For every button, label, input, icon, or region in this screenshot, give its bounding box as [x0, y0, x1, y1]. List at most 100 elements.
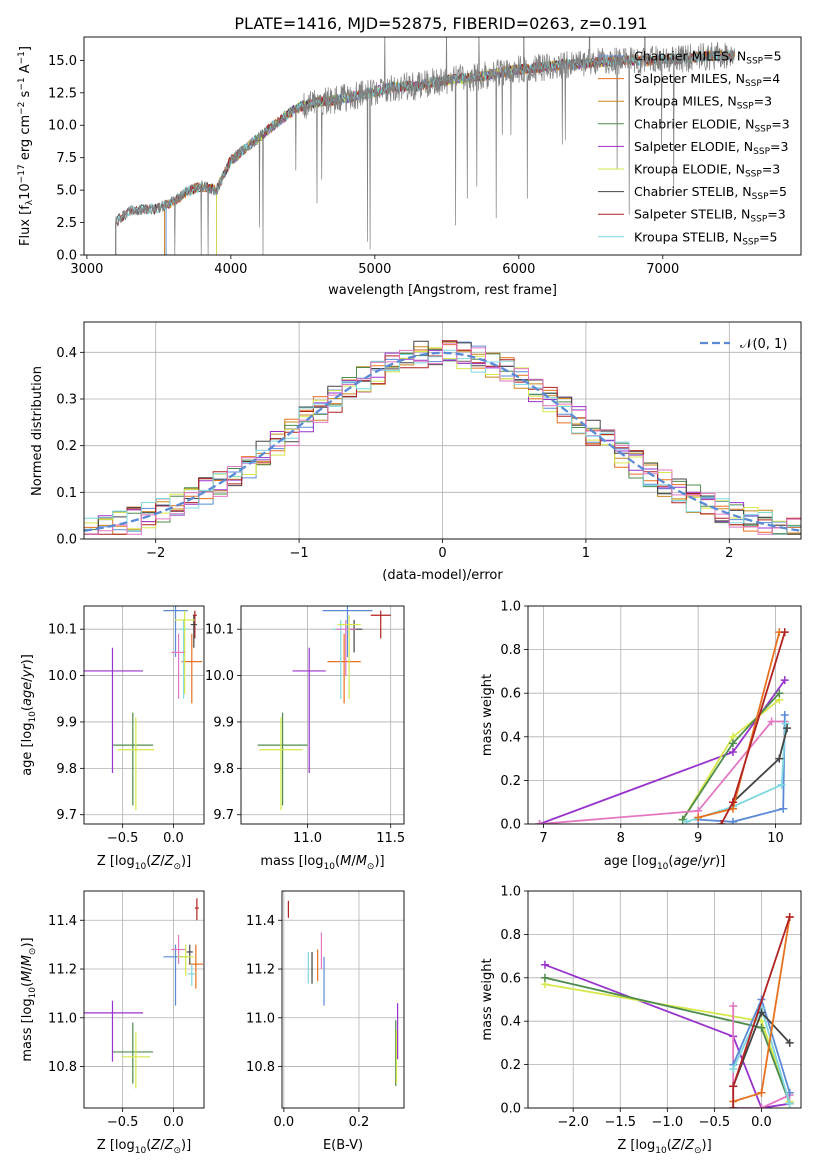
plot-area [115, 37, 736, 255]
weight-marker [682, 817, 691, 824]
y-axis-label: age [log10(age/yr)] [20, 654, 38, 776]
weight-marker [777, 780, 786, 789]
y-tick-label: 0.4 [500, 1015, 521, 1030]
x-tick-label: 0.0 [274, 1115, 295, 1130]
y-tick-label: 9.8 [213, 762, 234, 777]
figure-title: PLATE=1416, MJD=52875, FIBERID=0263, z=0… [234, 14, 647, 33]
y-tick-label: 0.8 [500, 643, 521, 658]
legend-entry: Kroupa STELIB, NSSP=5 [634, 229, 778, 247]
x-tick-label: 0.2 [349, 1115, 370, 1130]
weight-marker [757, 1104, 766, 1108]
y-tick-label: 11.2 [48, 963, 77, 978]
x-tick-label: −1 [290, 546, 309, 561]
y-tick-label: 10.1 [48, 623, 77, 638]
weight-marker [757, 1023, 766, 1032]
weight-marker [785, 913, 794, 922]
y-tick-label: 0.4 [500, 730, 521, 745]
plot-area [540, 913, 794, 1108]
legend-entry: Salpeter MILES, NSSP=4 [634, 71, 780, 89]
weight-marker [728, 748, 737, 757]
y-tick-label: 11.2 [246, 963, 275, 978]
weight-marker [728, 817, 737, 824]
legend-entry: Salpeter STELIB, NSSP=3 [634, 207, 786, 225]
y-tick-label: 0.3 [56, 393, 77, 408]
x-tick-label: 0.0 [163, 1115, 184, 1130]
x-axis-label: mass [log10(M/M⊙)] [260, 854, 384, 872]
plot-area [535, 628, 792, 824]
weight-marker [781, 719, 790, 728]
y-axis-label: mass weight [480, 958, 495, 1040]
x-tick-label: 10 [767, 831, 784, 846]
y-tick-label: 7.5 [56, 151, 77, 166]
x-tick-label: −0.5 [107, 831, 139, 846]
normal-curve [84, 351, 801, 532]
x-tick-label: 5000 [358, 262, 391, 277]
y-tick-label: 11.4 [246, 914, 275, 929]
axes-weight_vs_Z: −2.0 −1.5 −1.0 −0.5 0.0 0.0 0.2 0.4 0.6 0.8 1.0 Z [… [480, 885, 802, 1156]
weight-marker [729, 1104, 738, 1108]
y-tick-label: 0.0 [56, 249, 77, 264]
y-axis-label: Flux [fλ10−17 erg cm−2 s−1 A−1] [17, 46, 35, 246]
legend-entry: Chabrier MILES, NSSP=5 [634, 49, 782, 67]
plot-area [287, 900, 399, 1087]
weight-line [732, 1006, 791, 1108]
x-tick-label: −0.5 [107, 1115, 139, 1130]
y-tick-label: 10.1 [205, 623, 234, 638]
y-tick-label: 0.2 [500, 774, 521, 789]
x-tick-label: 11.0 [293, 831, 322, 846]
y-tick-label: 0.1 [56, 486, 77, 501]
x-tick-label: 3000 [70, 262, 103, 277]
x-tick-label: −1.5 [604, 1115, 636, 1130]
y-tick-label: 9.9 [56, 715, 77, 730]
y-tick-label: 10.8 [48, 1060, 77, 1075]
axes-age_vs_mass: 11.0 11.5 9.7 9.8 9.9 10.0 10.1 mass [log10(M/M… [205, 605, 405, 872]
weight-marker [729, 1064, 738, 1073]
y-tick-label: 0.0 [56, 533, 77, 548]
x-tick-label: 9 [694, 831, 702, 846]
y-tick-label: 9.9 [213, 715, 234, 730]
axes-frame [83, 321, 802, 540]
weight-marker [540, 973, 549, 982]
y-tick-label: 0.6 [500, 971, 521, 986]
weight-marker [779, 804, 788, 813]
x-tick-label: −0.5 [699, 1115, 731, 1130]
plot-area [257, 606, 391, 811]
x-tick-label: −2 [146, 546, 165, 561]
y-tick-label: 10.0 [48, 119, 77, 134]
weight-marker [717, 820, 726, 824]
y-tick-label: 0.6 [500, 687, 521, 702]
legend-entry: Chabrier STELIB, NSSP=5 [634, 184, 787, 202]
y-tick-label: 12.5 [48, 86, 77, 101]
axes-spectrum: 3000 4000 5000 6000 7000 0.0 2.5 5.0 7.5 10.0 12.5… [17, 36, 802, 298]
legend-entry: Salpeter ELODIE, NSSP=3 [634, 139, 788, 157]
weight-marker [785, 1099, 794, 1108]
axes-mass_vs_Z: −0.5 0.0 10.8 11.0 11.2 11.4 Z [log10(Z/Z⊙)] ma… [20, 890, 205, 1156]
x-tick-label: −1.0 [652, 1115, 684, 1130]
weight-marker [757, 1088, 766, 1097]
x-tick-label: 7000 [646, 262, 679, 277]
weight-marker [780, 711, 789, 719]
y-tick-label: 0.2 [500, 1058, 521, 1073]
weight-line [697, 631, 781, 819]
axes-age_vs_Z: −0.5 0.0 9.7 9.8 9.9 10.0 10.1 Z [log10(Z/Z⊙)] a… [20, 605, 205, 872]
y-tick-label: 9.7 [56, 808, 77, 823]
x-axis-label: Z [log10(Z/Z⊙)] [97, 854, 191, 872]
x-tick-label: 4000 [214, 262, 247, 277]
x-tick-label: 1 [582, 546, 590, 561]
weight-marker [729, 1002, 738, 1011]
x-axis-label: Z [log10(Z/Z⊙)] [97, 1138, 191, 1156]
weight-marker [757, 1008, 766, 1017]
x-tick-label: 0 [438, 546, 446, 561]
weight-marker [775, 689, 784, 698]
histogram-step [84, 343, 801, 535]
x-tick-label: 0.0 [751, 1115, 772, 1130]
x-axis-label: E(B-V) [323, 1138, 363, 1153]
x-axis-label: age [log10(age/yr)] [604, 854, 726, 872]
legend-entry: Kroupa ELODIE, NSSP=3 [634, 162, 780, 180]
weight-marker [780, 676, 789, 685]
y-tick-label: 5.0 [56, 184, 77, 199]
x-tick-label: 0.0 [163, 831, 184, 846]
y-tick-label: 10.0 [48, 669, 77, 684]
histogram-step [84, 340, 801, 535]
x-tick-label: 11.5 [376, 831, 405, 846]
